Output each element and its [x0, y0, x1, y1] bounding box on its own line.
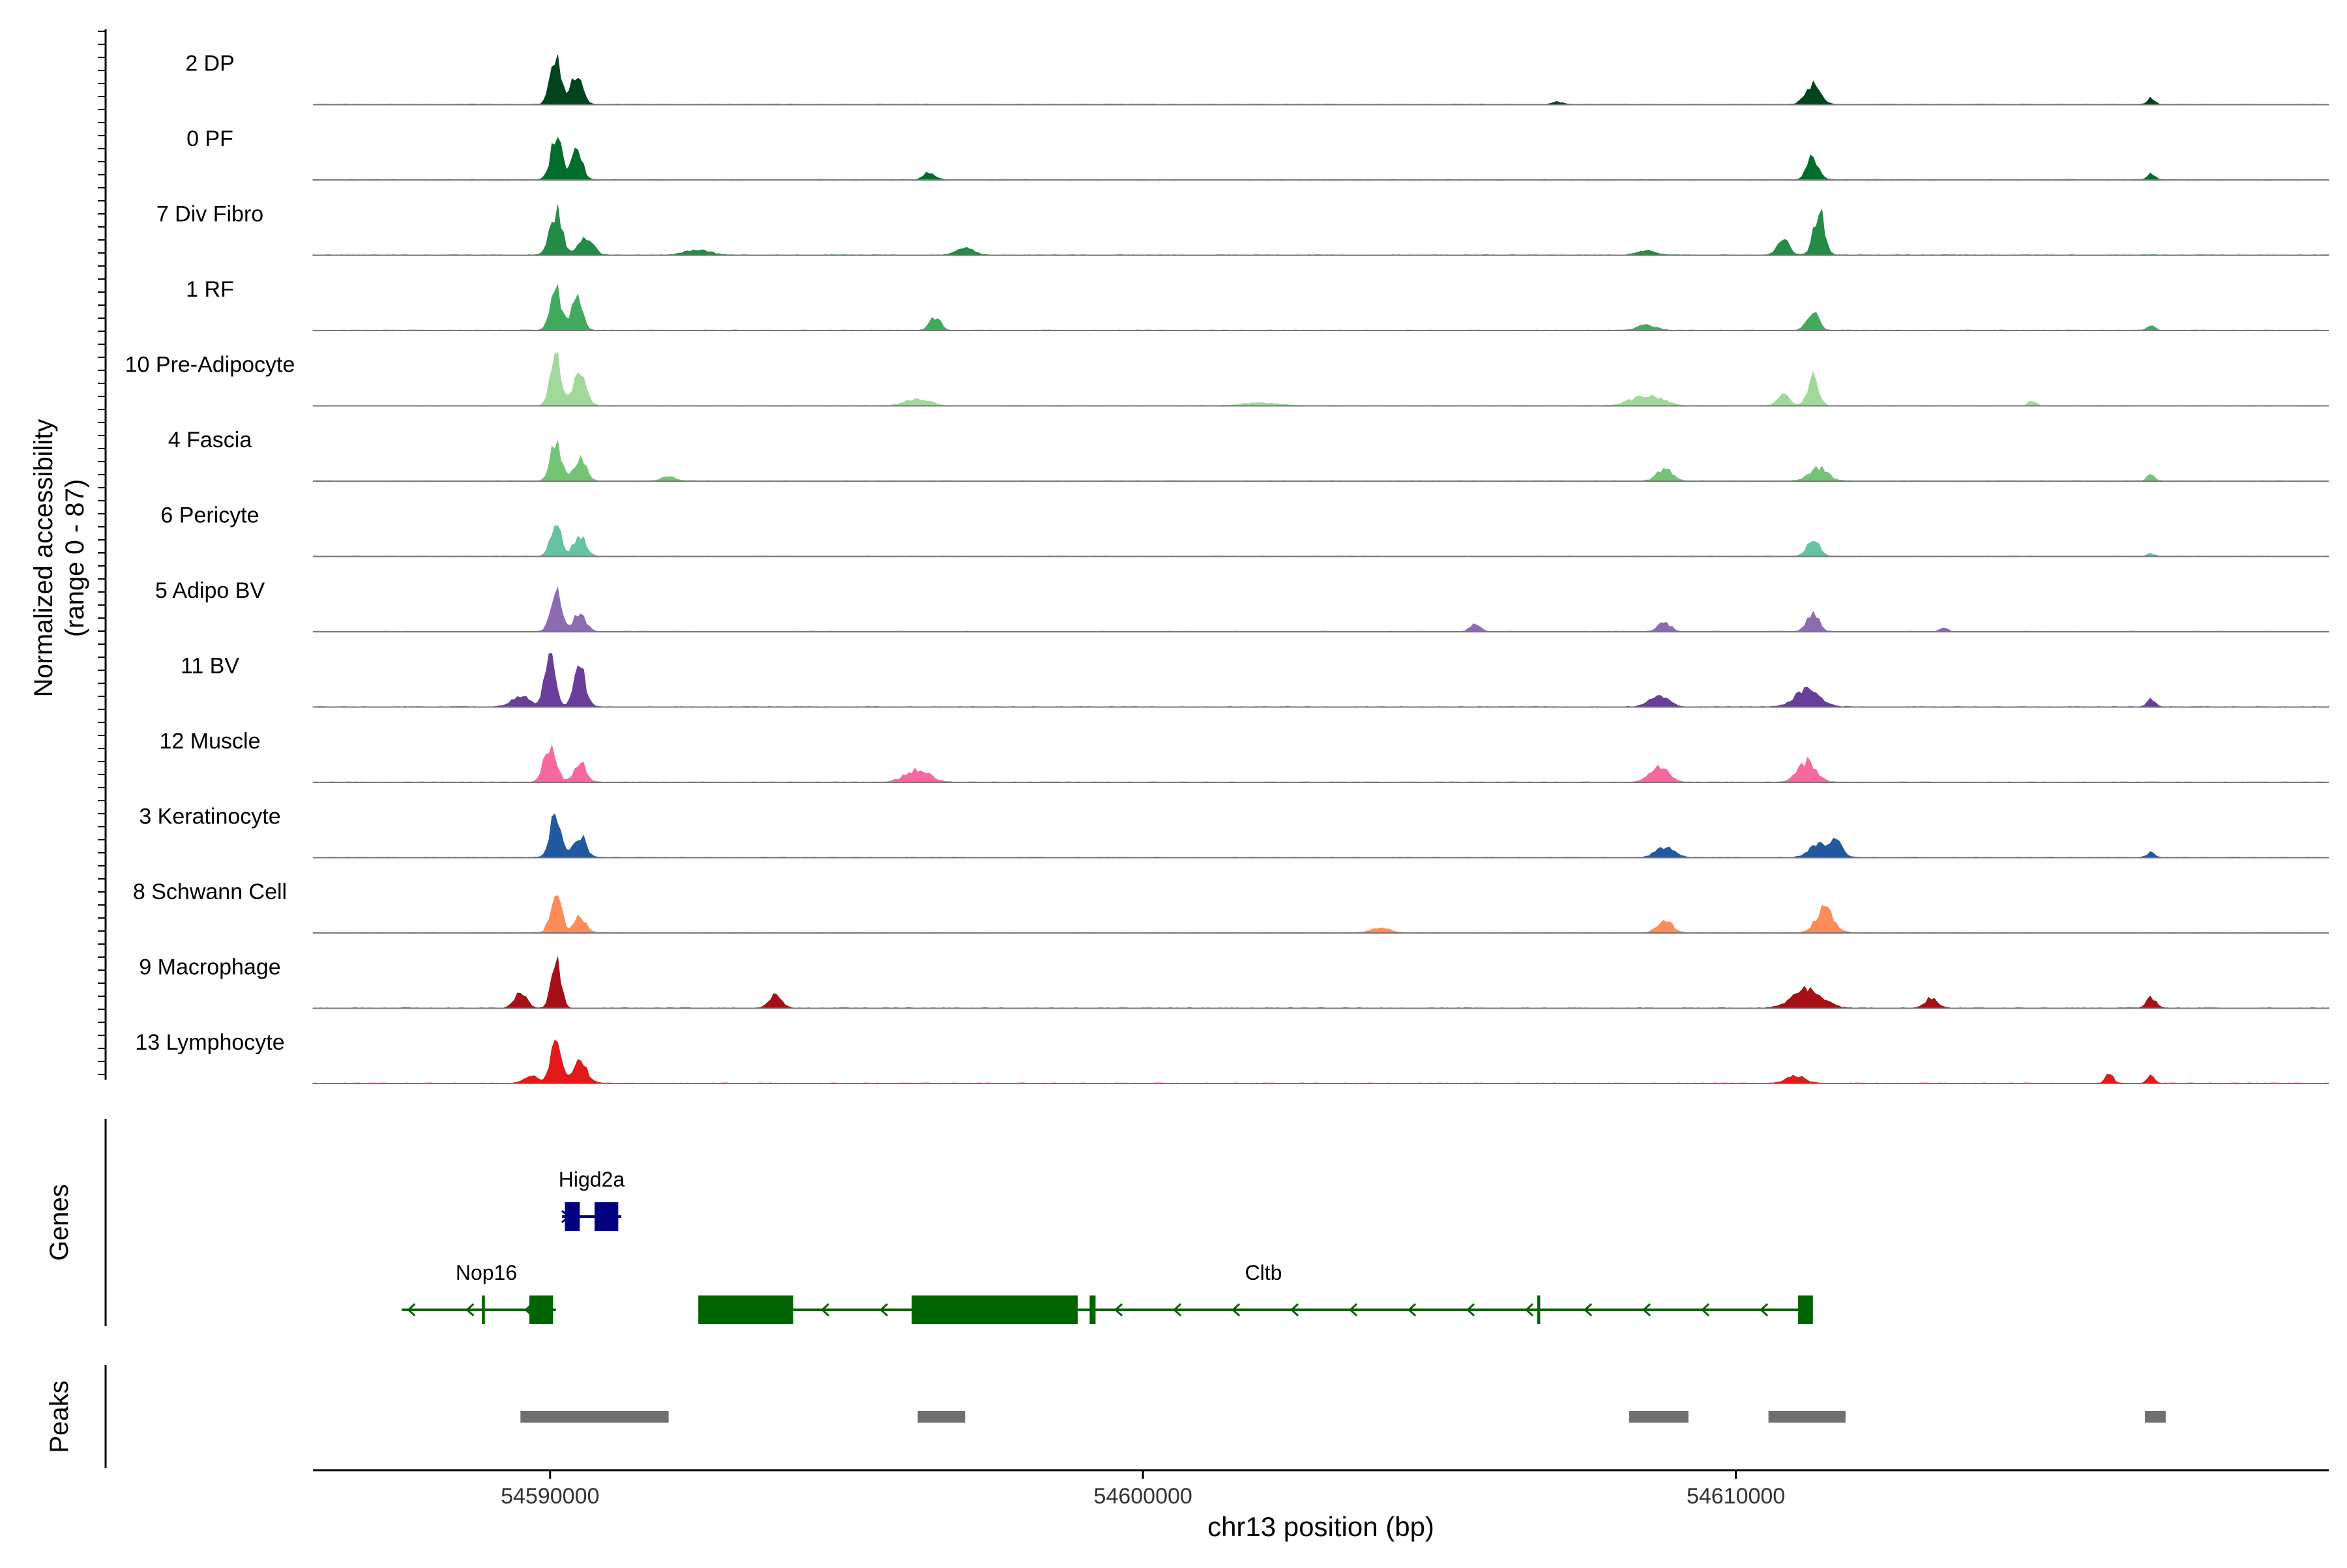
exon [1089, 1295, 1096, 1324]
exon [911, 1295, 1078, 1324]
strand-arrow [465, 1303, 475, 1317]
track-label: 5 Adipo BV [155, 578, 265, 603]
coverage-area [312, 204, 2329, 256]
track-2: 0 PF [186, 126, 2329, 181]
track-label: 2 DP [185, 52, 235, 76]
gene-annotations: Higd2a Nop16 Cltb [402, 1168, 1813, 1324]
coverage-area [312, 956, 2329, 1009]
coverage-area [312, 440, 2329, 482]
x-tick-label: 54610000 [1687, 1484, 1785, 1509]
track-label: 7 Div Fibro [156, 202, 263, 227]
gene-label: Higd2a [559, 1168, 625, 1191]
track-label: 12 Muscle [160, 729, 261, 754]
strand-arrow [1524, 1303, 1534, 1317]
track-label: 0 PF [186, 126, 233, 151]
gene-label: Nop16 [456, 1261, 517, 1284]
strand-arrow [1290, 1303, 1299, 1317]
strand-arrow [1466, 1303, 1475, 1317]
x-axis-label: chr13 position (bp) [1207, 1511, 1434, 1542]
track-label: 9 Macrophage [139, 955, 280, 980]
coverage-area [312, 351, 2329, 407]
gene-cltb: Cltb [698, 1261, 1813, 1324]
coverage-area [312, 525, 2329, 557]
gene-label: Cltb [1245, 1261, 1282, 1284]
strand-arrow [1642, 1303, 1651, 1317]
peak-region [1629, 1411, 1689, 1423]
coverage-area [312, 1039, 2329, 1084]
strand-arrow [407, 1303, 416, 1317]
exon [565, 1202, 580, 1231]
coverage-area [312, 895, 2329, 934]
track-3: 7 Div Fibro [156, 202, 2329, 256]
track-label: 11 BV [181, 654, 239, 679]
strand-arrow [1172, 1303, 1182, 1317]
exon [698, 1295, 793, 1324]
exon [482, 1295, 485, 1324]
coverage-area [312, 284, 2329, 331]
peak-region [2145, 1411, 2166, 1423]
strand-arrow [1114, 1303, 1123, 1317]
track-8: 5 Adipo BV [155, 578, 2329, 632]
track-label: 8 Schwann Cell [133, 880, 287, 904]
track-5: 10 Pre-Adipocyte [125, 351, 2329, 407]
exon [1537, 1295, 1541, 1324]
exon [1798, 1295, 1813, 1324]
track-label: 1 RF [186, 277, 234, 302]
track-label: 3 Keratinocyte [139, 805, 280, 829]
track-6: 4 Fascia [168, 428, 2329, 482]
track-label: 4 Fascia [168, 428, 252, 452]
track-14: 13 Lymphocyte [135, 1030, 2329, 1084]
x-tick-label: 54590000 [501, 1484, 599, 1509]
exon [594, 1202, 619, 1231]
x-axis-ticks: 54590000 54600000 54610000 [501, 1470, 1785, 1509]
peak-regions [520, 1411, 2166, 1423]
track-label: 13 Lymphocyte [135, 1030, 284, 1055]
strand-arrow [1348, 1303, 1358, 1317]
strand-arrow [879, 1303, 889, 1317]
peak-region [917, 1411, 966, 1423]
strand-arrow [820, 1303, 830, 1317]
strand-arrow [1759, 1303, 1769, 1317]
coverage-area [312, 813, 2329, 859]
track-12: 8 Schwann Cell [133, 880, 2329, 934]
strand-arrow [1583, 1303, 1593, 1317]
gene-nop16: Nop16 [402, 1261, 556, 1324]
gene-higd2a: Higd2a [559, 1168, 625, 1231]
track-label: 10 Pre-Adipocyte [125, 353, 295, 377]
peak-region [1768, 1411, 1846, 1423]
y-axis-ticks [98, 31, 106, 1075]
track-11: 3 Keratinocyte [139, 805, 2329, 859]
track-10: 12 Muscle [160, 729, 2329, 783]
coverage-area [312, 653, 2329, 708]
strand-arrow [1407, 1303, 1417, 1317]
strand-arrow [1231, 1303, 1241, 1317]
track-1: 2 DP [185, 52, 2329, 106]
y-axis-label-line1: Normalized accessibility [29, 419, 58, 698]
track-4: 1 RF [186, 277, 2329, 331]
track-13: 9 Macrophage [139, 955, 2329, 1009]
x-tick-label: 54600000 [1094, 1484, 1192, 1509]
genes-axis-label: Genes [45, 1184, 74, 1261]
coverage-area [312, 54, 2329, 106]
track-7: 6 Pericyte [160, 503, 2329, 557]
exon [529, 1295, 554, 1324]
peak-region [520, 1411, 669, 1423]
coverage-tracks: 2 DP 0 PF 7 Div Fibro 1 RF 10 Pre-Adipocyte 4… [125, 52, 2329, 1084]
track-9: 11 BV [181, 653, 2329, 708]
coverage-area [312, 136, 2329, 181]
y-axis-label-line2: (range 0 - 87) [61, 479, 89, 637]
strand-arrow [1700, 1303, 1710, 1317]
track-label: 6 Pericyte [160, 503, 259, 528]
coverage-area [312, 586, 2329, 632]
peaks-axis-label: Peaks [45, 1380, 74, 1453]
coverage-area [312, 744, 2329, 783]
